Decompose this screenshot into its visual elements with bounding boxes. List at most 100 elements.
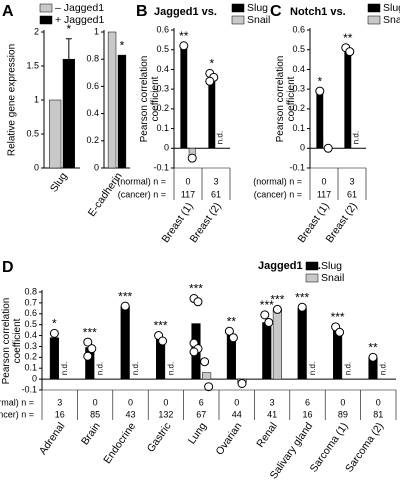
n-value: 6 [199,397,204,407]
significance: ** [227,314,237,328]
nd-label: n.d. [379,362,388,375]
data-point [158,336,168,346]
legend-label: Snail [321,272,344,284]
significance: * [120,38,125,52]
n-value: 61 [347,189,357,199]
n-row-label: (normal) n = [253,176,302,186]
data-point [120,301,130,311]
y-tick-label: 0.7 [24,297,37,307]
significance: * [317,74,322,88]
n-value: 3 [57,397,62,407]
legend-label: Slug [383,2,400,14]
y-tick-label: 0 [32,373,37,383]
y-tick-label: 0.5 [156,44,169,54]
y-tick-label: 0.5 [292,44,305,54]
y-axis-label: Pearson correlation [139,56,150,143]
nd-label: n.d. [343,362,352,375]
n-value: 61 [211,189,221,199]
n-value: 43 [125,409,135,419]
data-point [345,47,355,57]
bar [180,45,188,149]
x-tick-label: Gastric [145,420,174,454]
y-axis-label: coefficient [286,76,297,121]
y-tick-label: 0.5 [26,128,39,138]
bar [117,54,127,169]
n-value: 0 [234,397,239,407]
legend-label: Snail [247,14,270,26]
x-tick-label: Lung [186,420,209,446]
bar [120,305,130,380]
y-axis-label: Pearson correlation [275,56,286,143]
n-row-label: (cancer) n = [254,189,302,199]
n-value: 3 [213,176,218,186]
significance: * [209,57,214,71]
n-value: 3 [349,176,354,186]
y-tick-label: -0.1 [21,384,37,394]
n-row-label: (cancer) n = [0,409,34,419]
n-value: 81 [373,409,383,419]
x-tick-label: Renal [254,420,280,449]
significance: ** [368,341,378,355]
legend-label: Slug [247,2,268,14]
significance: * [67,22,72,36]
legend-label: Slug [321,260,342,272]
y-tick-label: 0.1 [24,363,37,373]
data-point [204,382,214,392]
n-value: 16 [302,409,312,419]
nd-label: n.d. [60,362,69,375]
n-value: 0 [93,397,98,407]
y-tick-label: 1 [34,94,39,104]
y-tick-label: 0.3 [24,341,37,351]
x-tick-label: Adrenal [37,420,68,457]
y-tick-label: 0 [34,162,39,172]
n-value: 117 [181,189,195,199]
n-value: 16 [55,409,65,419]
significance: * [52,317,57,331]
chart-title: Jagged1 vs. [154,6,217,18]
data-point [264,317,274,327]
x-tick-label: Endocrine [101,420,138,466]
error-bar [65,38,72,60]
data-point [83,351,93,361]
nd-label: n.d. [308,362,317,375]
significance: ** [179,29,189,43]
nd-label: n.d. [96,362,105,375]
n-value: 0 [321,176,326,186]
y-tick-label: 1 [94,26,99,36]
data-point [189,347,199,357]
significance: *** [260,298,274,312]
y-tick-label: 0.8 [24,286,37,296]
y-tick-label: 0 [164,143,169,153]
data-point [179,41,189,51]
bar [62,58,75,169]
panel-label: A [2,3,14,20]
bar [344,49,352,149]
y-tick-label: -0.1 [289,162,305,172]
data-point [237,378,247,388]
y-tick-label: 0 [300,143,305,153]
data-point [205,76,215,86]
chart-title: Jagged1 vs. [258,260,321,272]
n-value: 3 [270,397,275,407]
n-row-label: (normal) n = [117,176,166,186]
data-point [49,328,59,338]
legend-swatch [305,273,319,283]
y-tick-label: 0.6 [292,24,305,34]
n-row-label: (cancer) n = [118,189,166,199]
y-tick-label: 0.5 [24,319,37,329]
data-point [224,326,234,336]
data-point [200,357,210,367]
bar [202,372,212,380]
bar [333,329,343,380]
y-tick-label: 0.8 [86,54,99,64]
y-tick-label: 0.6 [156,24,169,34]
x-tick-label: Brain [79,420,103,447]
bar [262,322,272,380]
y-tick-label: 0.4 [24,330,37,340]
significance: *** [83,325,97,339]
data-point [228,333,238,343]
n-value: 44 [232,409,242,419]
data-point [272,304,282,314]
y-tick-label: 0.3 [292,84,305,94]
y-tick-label: 0.6 [86,81,99,91]
